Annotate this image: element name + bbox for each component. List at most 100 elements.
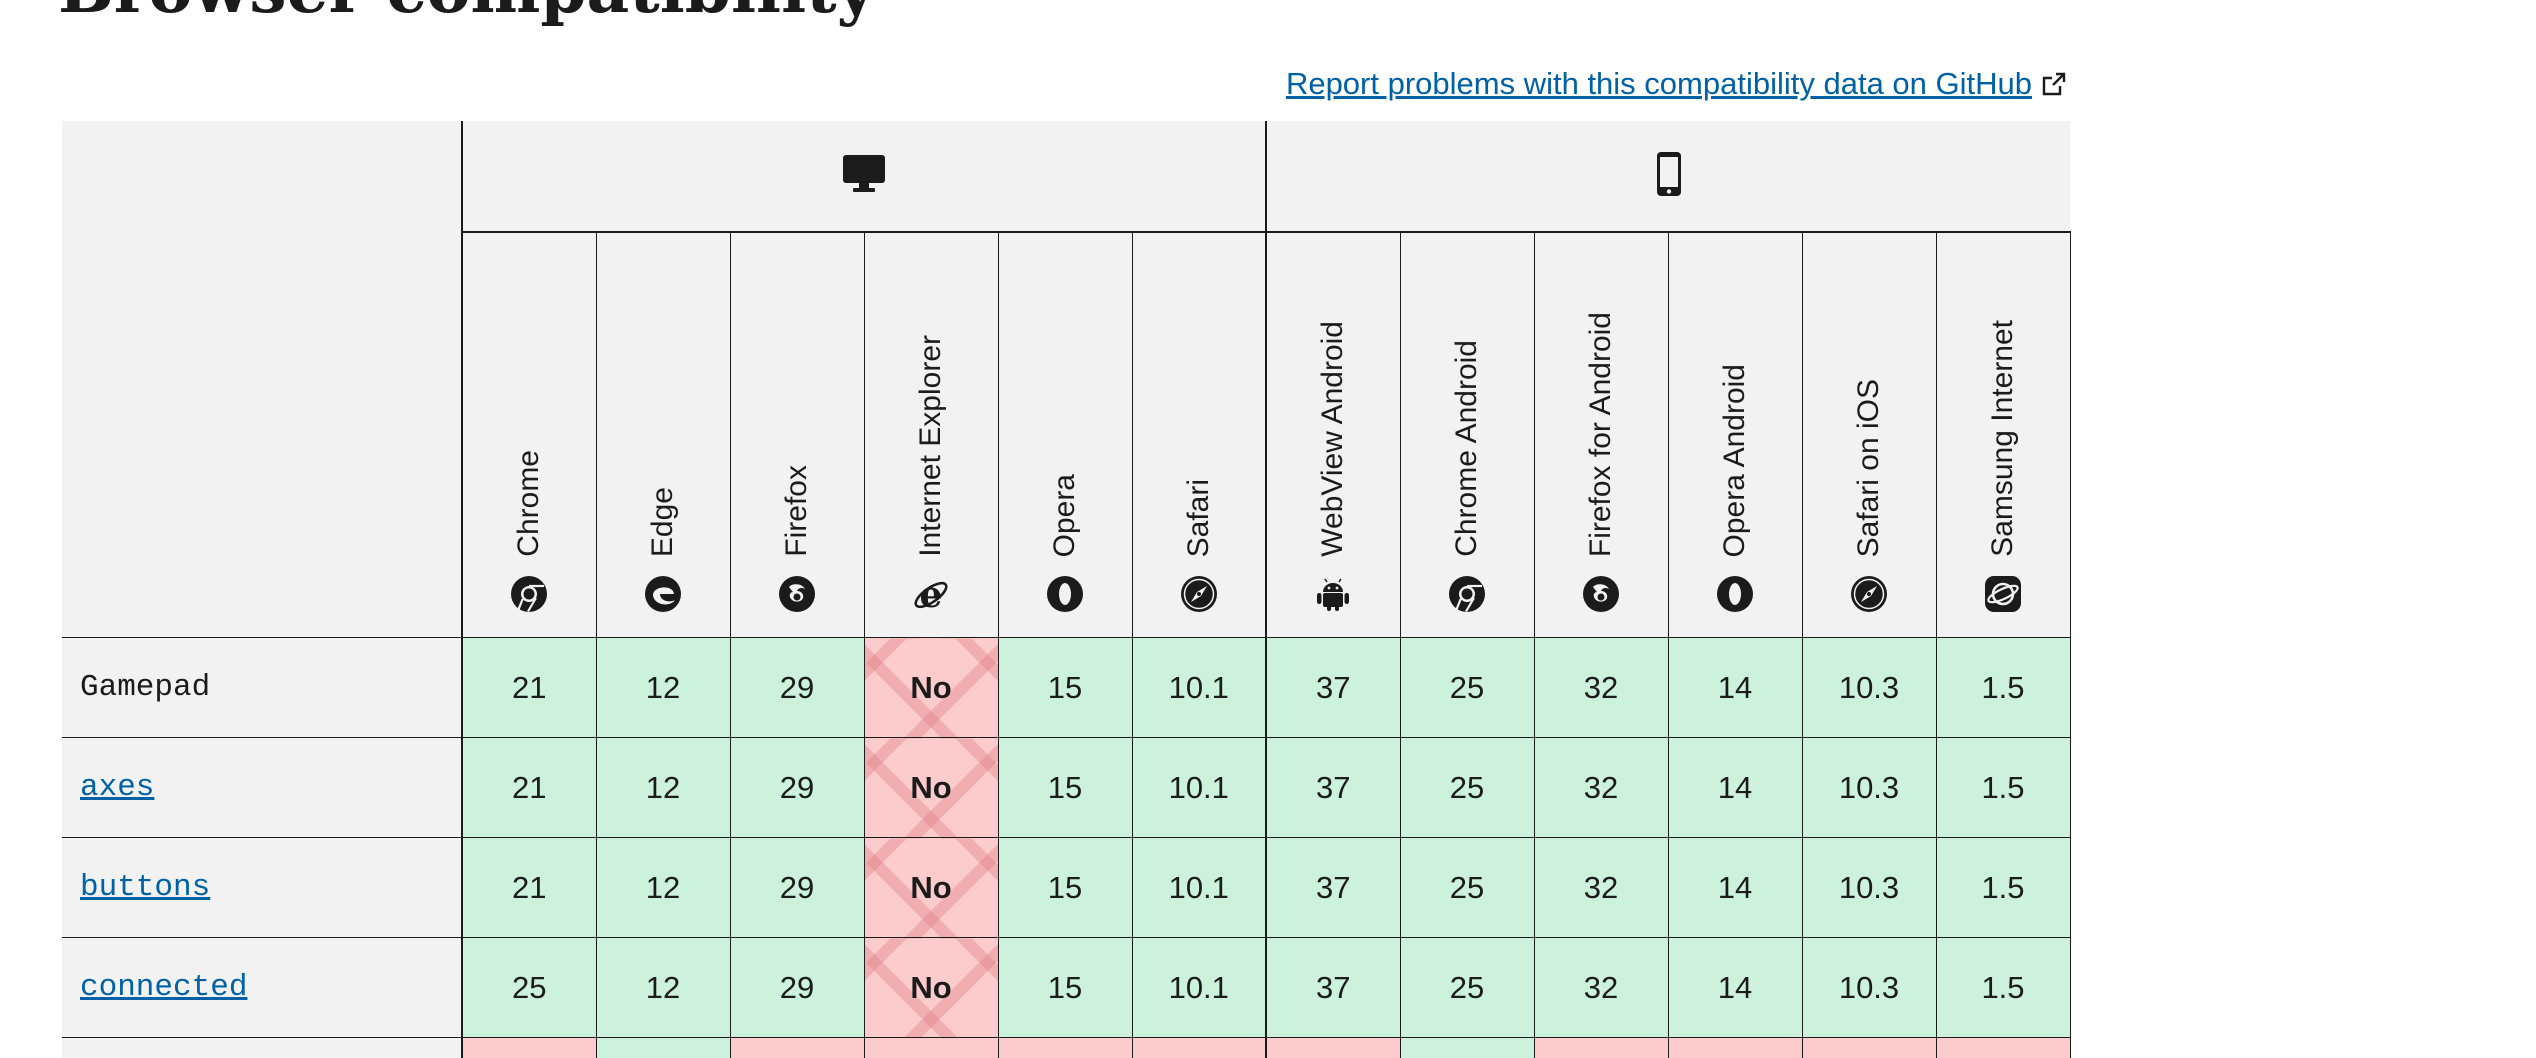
desktop-icon <box>842 181 886 198</box>
support-cell-version[interactable]: 25 <box>462 938 596 1038</box>
support-cell-version[interactable]: 15 <box>998 738 1132 838</box>
support-cell-version[interactable]: 10.1 <box>1132 838 1266 938</box>
feature-cell: Gamepad <box>62 638 462 738</box>
support-cell-partial <box>730 1038 864 1058</box>
support-cell-version[interactable]: 29 <box>730 638 864 738</box>
support-cell-version[interactable]: 15 <box>998 638 1132 738</box>
support-cell-version[interactable]: 25 <box>1400 838 1534 938</box>
support-cell-version[interactable]: 12 <box>596 638 730 738</box>
support-cell-partial <box>1802 1038 1936 1058</box>
support-cell-version[interactable]: 14 <box>1668 938 1802 1038</box>
support-cell-no[interactable]: No <box>864 638 998 738</box>
browser-header-chrome: Chrome <box>462 232 596 638</box>
browser-name: WebView Android <box>1316 321 1350 557</box>
opera-icon <box>1046 575 1084 613</box>
safari-icon <box>1180 575 1218 613</box>
browser-header-firefox-for-android: Firefox for Android <box>1534 232 1668 638</box>
browser-name: Safari <box>1182 479 1216 557</box>
support-cell-version[interactable]: 32 <box>1534 938 1668 1038</box>
support-cell-version[interactable]: 25 <box>1400 938 1534 1038</box>
browser-name: Chrome Android <box>1450 340 1484 557</box>
browser-name: Opera <box>1048 474 1082 557</box>
support-cell-version[interactable]: 21 <box>462 738 596 838</box>
support-cell-version[interactable]: 10.1 <box>1132 638 1266 738</box>
support-cell-version[interactable]: 37 <box>1266 638 1400 738</box>
support-cell-version[interactable]: 14 <box>1668 838 1802 938</box>
support-cell-version[interactable]: 12 <box>596 838 730 938</box>
browser-name: Firefox for Android <box>1584 312 1618 557</box>
support-cell-version[interactable]: 15 <box>998 938 1132 1038</box>
browser-header-webview-android: WebView Android <box>1266 232 1400 638</box>
support-cell-version[interactable]: 32 <box>1534 838 1668 938</box>
support-cell-version[interactable]: 37 <box>1266 938 1400 1038</box>
support-cell-version[interactable]: 10.3 <box>1802 838 1936 938</box>
support-cell-version[interactable]: 12 <box>596 938 730 1038</box>
support-cell-version[interactable]: 15 <box>998 838 1132 938</box>
support-cell-partial <box>864 1038 998 1058</box>
feature-link-axes[interactable]: axes <box>80 770 154 805</box>
support-cell-no[interactable]: No <box>864 738 998 838</box>
support-cell-version[interactable]: 25 <box>1400 638 1534 738</box>
support-cell-no[interactable]: No <box>864 838 998 938</box>
chrome-icon <box>510 575 548 613</box>
browser-header-edge: Edge <box>596 232 730 638</box>
support-cell-version[interactable]: 25 <box>1400 738 1534 838</box>
support-cell-partial <box>462 1038 596 1058</box>
feature-link-connected[interactable]: connected <box>80 970 247 1005</box>
support-cell-version[interactable]: 12 <box>596 738 730 838</box>
browser-header-firefox: Firefox <box>730 232 864 638</box>
internet-explorer-icon: e <box>912 575 950 613</box>
support-cell-version[interactable]: 1.5 <box>1936 838 2070 938</box>
support-cell-version[interactable]: 10.1 <box>1132 938 1266 1038</box>
browser-name: Internet Explorer <box>914 335 948 557</box>
opera-icon <box>1716 575 1754 613</box>
support-cell-version[interactable]: 32 <box>1534 738 1668 838</box>
support-cell-version[interactable]: 14 <box>1668 738 1802 838</box>
support-cell-version[interactable]: 21 <box>462 838 596 938</box>
support-cell-partial <box>1132 1038 1266 1058</box>
feature-link-buttons[interactable]: buttons <box>80 870 210 905</box>
support-cell-version[interactable]: 14 <box>1668 638 1802 738</box>
page-title: Browser compatibility <box>58 0 875 22</box>
browser-header-opera-android: Opera Android <box>1668 232 1802 638</box>
android-icon <box>1314 575 1352 613</box>
support-cell-partial <box>1936 1038 2070 1058</box>
firefox-icon <box>778 575 816 613</box>
support-cell-partial <box>1534 1038 1668 1058</box>
support-cell-version[interactable]: 29 <box>730 838 864 938</box>
compatibility-table: Chrome Edge Firefox Internet Explorer e Opera… <box>62 121 2071 1058</box>
mobile-phone-icon <box>1656 184 1682 201</box>
browser-header-safari-on-ios: Safari on iOS <box>1802 232 1936 638</box>
table-corner <box>62 121 462 638</box>
support-cell-version[interactable]: 32 <box>1534 638 1668 738</box>
safari-icon <box>1850 575 1888 613</box>
support-cell-version[interactable]: 37 <box>1266 738 1400 838</box>
feature-cell: axes <box>62 738 462 838</box>
browser-header-internet-explorer: Internet Explorer e <box>864 232 998 638</box>
browser-name: Edge <box>646 487 680 557</box>
browser-header-opera: Opera <box>998 232 1132 638</box>
samsung-internet-icon <box>1984 575 2022 613</box>
support-cell-version[interactable]: 21 <box>462 638 596 738</box>
support-cell-version[interactable]: 1.5 <box>1936 938 2070 1038</box>
support-cell-no[interactable]: No <box>864 938 998 1038</box>
feature-cell <box>62 1038 462 1058</box>
support-cell-version[interactable]: 10.3 <box>1802 938 1936 1038</box>
support-cell-version[interactable]: 10.3 <box>1802 738 1936 838</box>
report-problems-link[interactable]: Report problems with this compatibility … <box>1286 66 2066 104</box>
table-row-partial <box>62 1038 2070 1058</box>
support-cell-version[interactable]: 29 <box>730 938 864 1038</box>
support-cell-version[interactable]: 1.5 <box>1936 638 2070 738</box>
support-cell-partial <box>998 1038 1132 1058</box>
browser-name: Samsung Internet <box>1986 320 2020 557</box>
support-cell-version[interactable]: 1.5 <box>1936 738 2070 838</box>
support-cell-version[interactable]: 37 <box>1266 838 1400 938</box>
support-cell-version[interactable]: 29 <box>730 738 864 838</box>
support-cell-version[interactable]: 10.1 <box>1132 738 1266 838</box>
support-cell-version[interactable]: 10.3 <box>1802 638 1936 738</box>
report-link-label: Report problems with this compatibility … <box>1286 66 2032 101</box>
